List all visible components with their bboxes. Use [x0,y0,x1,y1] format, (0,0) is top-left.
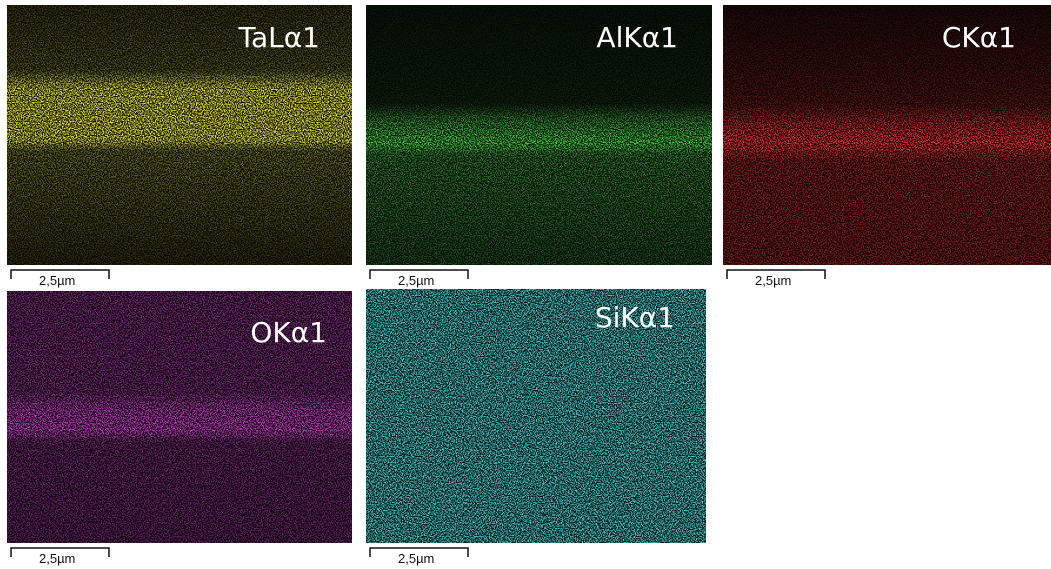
element-map [7,291,352,543]
scale-bar-label: 2,5µm [39,551,75,566]
scale-bar [10,269,110,279]
scale-bar [726,269,826,279]
element-label: TaLα1 [238,21,321,54]
element-map [7,5,352,265]
scale-bar-label: 2,5µm [398,273,434,288]
element-map [366,289,706,543]
element-map [366,5,712,265]
element-label: OKα1 [250,316,327,349]
element-label: AlKα1 [596,21,678,54]
element-map [723,5,1051,265]
scale-bar-label: 2,5µm [755,273,791,288]
element-label: CKα1 [942,21,1016,54]
scale-bar [369,547,469,557]
scale-bar-label: 2,5µm [39,273,75,288]
scale-bar [369,269,469,279]
scale-bar-label: 2,5µm [398,551,434,566]
element-label: SiKα1 [595,301,675,334]
scale-bar [10,547,110,557]
